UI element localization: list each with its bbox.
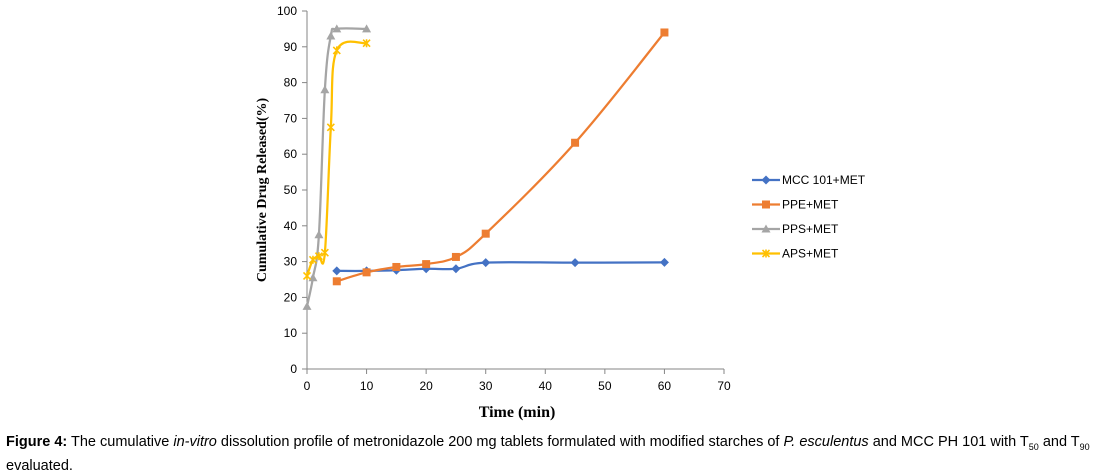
data-point-3: [302, 301, 312, 310]
y-tick-label: 20: [284, 290, 298, 304]
caption-text-5: evaluated.: [6, 457, 73, 474]
data-point-4: [314, 252, 323, 261]
series-line-3: [305, 27, 367, 307]
data-point-4: [320, 248, 329, 257]
legend-label-2: PPE+MET: [782, 198, 839, 212]
legend-marker-1: [761, 175, 771, 185]
x-tick-label: 20: [419, 379, 433, 393]
caption-sub-1: 50: [1028, 441, 1039, 452]
data-point-2: [332, 277, 341, 286]
figure-caption: Figure 4: The cumulative in-vitro dissol…: [6, 433, 1101, 476]
y-tick-label: 80: [284, 76, 298, 90]
data-point-4: [362, 39, 371, 48]
data-point-2: [362, 268, 371, 277]
x-tick-label: 70: [717, 379, 731, 393]
x-tick-label: 10: [360, 379, 374, 393]
caption-italic-2: P. esculentus: [783, 434, 869, 450]
data-point-4: [332, 46, 341, 55]
data-point-4: [308, 255, 318, 264]
caption-text-3: and MCC PH 101 with T: [868, 434, 1029, 450]
data-point-1: [481, 258, 491, 268]
y-tick-label: 50: [284, 183, 298, 197]
caption-text-1: The cumulative: [67, 434, 174, 450]
data-point-3: [314, 230, 324, 239]
chart-axes: [306, 11, 724, 370]
data-point-2: [571, 138, 580, 147]
data-point-4: [302, 271, 312, 280]
y-tick-label: 40: [284, 219, 298, 233]
data-point-2: [660, 28, 669, 37]
data-point-1: [570, 258, 580, 268]
x-tick-label: 50: [598, 379, 612, 393]
legend-marker-2: [762, 200, 770, 209]
x-tick-label: 40: [539, 379, 553, 393]
x-axis-title: Time (min): [479, 404, 556, 421]
data-point-4: [326, 123, 335, 132]
data-point-2: [481, 229, 490, 238]
y-tick-label: 60: [284, 147, 298, 161]
data-point-3: [332, 24, 342, 33]
legend-label-3: PPS+MET: [782, 222, 839, 236]
data-point-2: [451, 252, 460, 261]
data-point-1: [451, 264, 461, 274]
caption-italic-1: in-vitro: [173, 434, 217, 450]
data-point-3: [308, 273, 318, 282]
y-axis-title: Cumulative Drug Released(%): [255, 98, 270, 283]
series-line-2: [336, 31, 666, 283]
x-tick-label: 30: [479, 379, 493, 393]
data-point-1: [659, 257, 669, 267]
y-tick-label: 100: [277, 4, 297, 18]
y-tick-label: 10: [284, 326, 298, 340]
caption-label: Figure 4:: [6, 434, 68, 450]
data-point-2: [392, 262, 401, 271]
caption-sub-2: 90: [1079, 441, 1090, 452]
legend-label-1: MCC 101+MET: [782, 173, 866, 187]
y-tick-label: 30: [284, 255, 298, 269]
y-tick-label: 0: [290, 362, 297, 376]
caption-text-4: and T: [1038, 434, 1080, 450]
y-tick-label: 70: [284, 111, 298, 125]
data-point-2: [422, 260, 431, 269]
y-tick-label: 90: [284, 40, 298, 54]
data-point-3: [326, 31, 336, 40]
series-markers: [302, 24, 669, 310]
x-tick-label: 0: [304, 379, 311, 393]
dissolution-chart: 0 10 20 30 40 50 60 70 80 90 100 0 10 20 30 40 50 60 70 MC…: [255, 4, 866, 421]
legend-label-4: APS+MET: [782, 247, 839, 261]
legend-marker-4: [761, 249, 771, 258]
caption-text-2: dissolution profile of metronidazole 200…: [216, 434, 784, 450]
legend-marker-3: [761, 224, 771, 233]
series-line-4: [305, 40, 367, 277]
x-tick-label: 60: [658, 379, 672, 393]
legend: MCC 101+MET PPE+MET PPS+MET APS+MET: [752, 173, 866, 261]
data-point-3: [320, 85, 330, 94]
data-point-1: [332, 266, 342, 276]
chart-ticks: 0 10 20 30 40 50 60 70 80 90 100 0 10 20 30 40 50 60 70: [277, 4, 731, 393]
data-point-3: [362, 24, 372, 33]
